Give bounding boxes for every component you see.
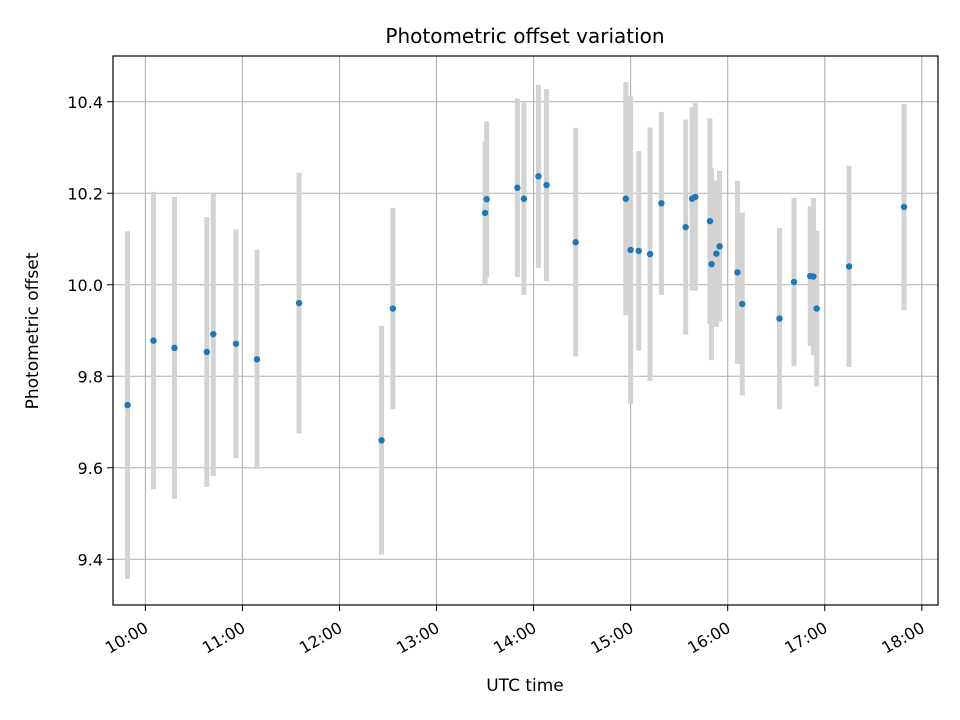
y-tick-label: 10.2 — [67, 184, 103, 203]
data-point — [543, 181, 550, 189]
data-point — [535, 173, 542, 180]
data-point — [646, 250, 654, 258]
chart-title: Photometric offset variation — [385, 24, 664, 48]
data-point — [514, 184, 521, 191]
data-point — [378, 437, 385, 444]
y-axis: 9.4 9.6 9.8 10.0 10.2 10.4 — [67, 93, 113, 569]
y-tick-label: 9.8 — [78, 367, 103, 386]
data-point — [682, 223, 689, 231]
y-axis-title: Photometric offset — [23, 252, 43, 409]
data-point — [713, 250, 720, 257]
data-point — [658, 200, 665, 207]
data-point — [124, 401, 131, 409]
y-tick-label: 9.4 — [78, 550, 103, 569]
data-point — [171, 344, 178, 352]
data-point — [706, 217, 714, 225]
data-point — [150, 337, 157, 344]
y-tick-label: 10.0 — [67, 276, 103, 295]
y-tick-label: 10.4 — [67, 93, 103, 112]
data-point — [813, 305, 820, 312]
data-point — [776, 315, 783, 322]
data-point — [900, 203, 908, 211]
data-point — [708, 260, 715, 268]
data-point — [210, 330, 217, 338]
data-point — [520, 195, 528, 202]
data-point — [692, 193, 699, 201]
data-point — [635, 247, 642, 255]
data-point — [253, 356, 261, 363]
data-point — [716, 243, 723, 250]
data-point — [483, 195, 490, 203]
plot-frame — [112, 55, 939, 606]
data-point — [790, 278, 798, 286]
x-axis-title: UTC time — [486, 676, 564, 696]
y-tick-label: 9.6 — [78, 459, 103, 478]
data-point — [739, 300, 746, 308]
data-point — [845, 263, 853, 270]
data-point — [734, 269, 741, 276]
data-point — [572, 239, 579, 246]
data-point — [810, 273, 817, 280]
data-points — [124, 173, 908, 444]
data-point — [389, 305, 397, 312]
data-point — [232, 340, 240, 347]
data-point — [627, 246, 634, 254]
data-point — [203, 348, 211, 356]
data-point — [295, 299, 303, 307]
data-point — [481, 209, 489, 217]
data-point — [622, 195, 629, 202]
